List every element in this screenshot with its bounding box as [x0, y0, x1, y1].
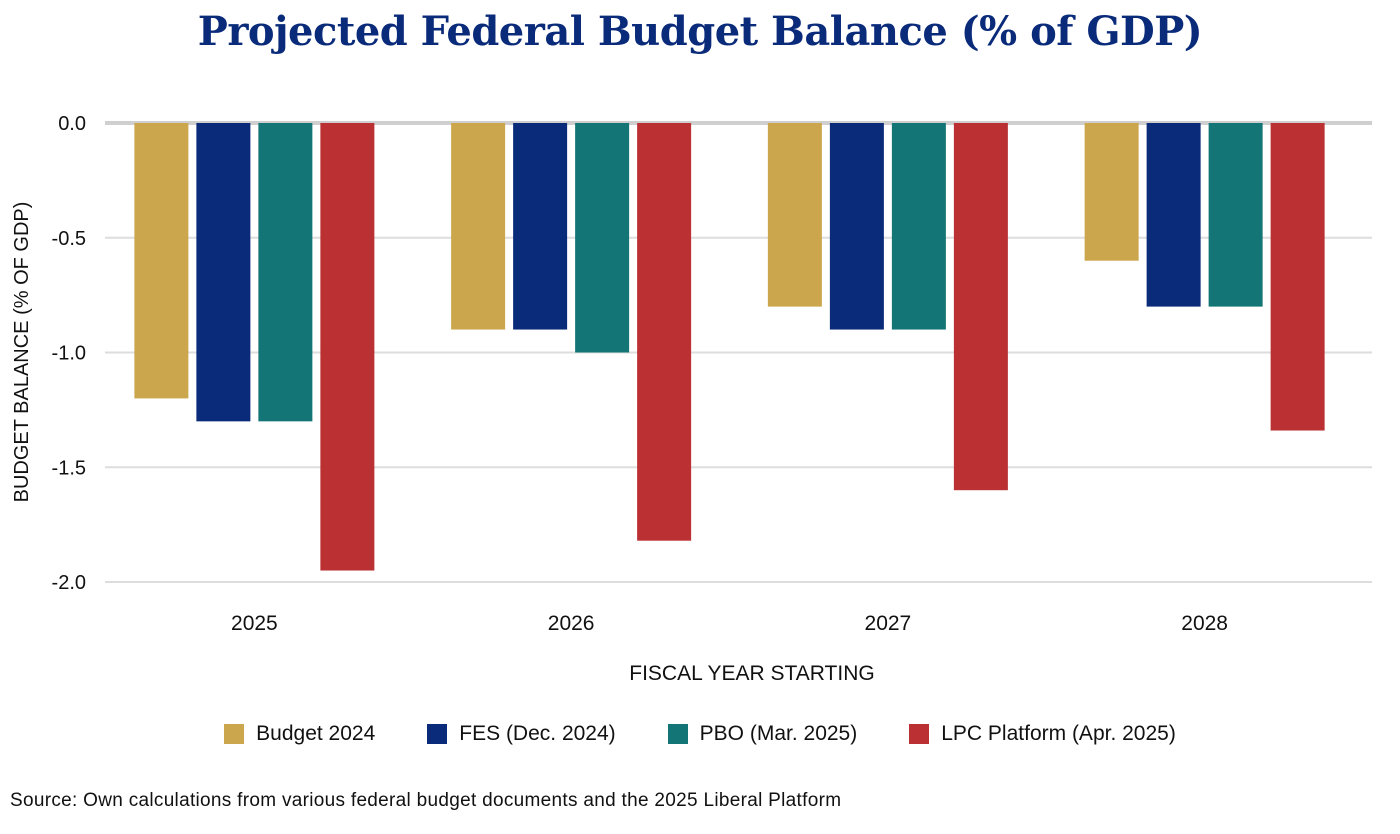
bar	[953, 123, 1008, 491]
legend-label: FES (Dec. 2024)	[459, 722, 616, 745]
bar	[320, 123, 375, 571]
bar	[637, 123, 692, 541]
bar	[891, 123, 946, 330]
y-axis-title: BUDGET BALANCE (% OF GDP)	[11, 202, 33, 503]
bar	[1146, 123, 1201, 307]
bar	[451, 123, 506, 330]
legend-item-pbo: PBO (Mar. 2025)	[667, 722, 858, 746]
legend-swatch	[909, 724, 930, 744]
y-tick-label: -2.0	[52, 572, 86, 594]
chart-legend: Budget 2024 FES (Dec. 2024) PBO (Mar. 20…	[0, 722, 1400, 746]
bar	[1270, 123, 1325, 431]
source-note: Source: Own calculations from various fe…	[10, 790, 842, 811]
chart-title: Projected Federal Budget Balance (% of G…	[197, 8, 1203, 55]
bar	[575, 123, 630, 353]
x-tick-label: 2026	[548, 612, 595, 635]
y-tick-label: -0.5	[52, 228, 86, 250]
bar	[829, 123, 884, 330]
x-tick-label: 2025	[231, 612, 278, 635]
legend-label: Budget 2024	[256, 722, 376, 745]
legend-label: PBO (Mar. 2025)	[699, 722, 858, 745]
bar	[258, 123, 313, 422]
legend-swatch	[667, 724, 688, 744]
bar	[1208, 123, 1263, 307]
x-tick-label: 2028	[1181, 612, 1228, 635]
x-axis-title: FISCAL YEAR STARTING	[629, 662, 874, 685]
legend-item-budget-2024: Budget 2024	[224, 722, 375, 746]
legend-item-lpc-platform: LPC Platform (Apr. 2025)	[909, 722, 1176, 746]
x-tick-label: 2027	[865, 612, 912, 635]
bar-chart: 0.0 -0.5 -1.0 -1.5 -2.0 2025 2026 2027 2028 FISCA…	[11, 113, 1372, 685]
bar	[196, 123, 251, 422]
bar	[134, 123, 189, 399]
legend-item-fes: FES (Dec. 2024)	[427, 722, 616, 746]
bar	[513, 123, 568, 330]
y-tick-label: -1.0	[52, 343, 86, 365]
bar	[767, 123, 822, 307]
legend-swatch	[224, 724, 245, 744]
y-tick-label: 0.0	[58, 113, 86, 135]
bar	[1084, 123, 1139, 261]
legend-swatch	[427, 724, 448, 744]
y-tick-label: -1.5	[52, 457, 86, 479]
legend-label: LPC Platform (Apr. 2025)	[941, 722, 1176, 745]
